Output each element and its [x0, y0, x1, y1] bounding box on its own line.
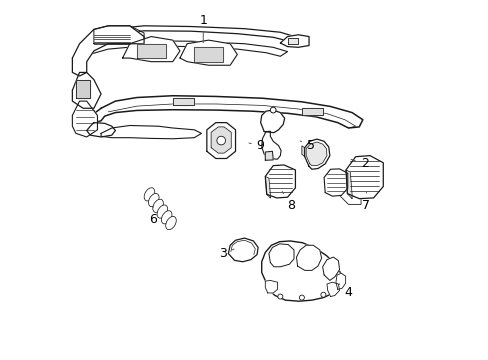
- Circle shape: [299, 295, 304, 300]
- Polygon shape: [206, 123, 235, 158]
- Polygon shape: [304, 139, 329, 169]
- Text: 5: 5: [300, 139, 314, 152]
- Polygon shape: [346, 156, 383, 199]
- Ellipse shape: [165, 216, 176, 230]
- Text: 8: 8: [282, 192, 295, 212]
- Polygon shape: [142, 188, 174, 229]
- Polygon shape: [261, 131, 281, 159]
- Polygon shape: [301, 108, 323, 116]
- Circle shape: [270, 107, 276, 113]
- Polygon shape: [265, 280, 277, 293]
- Polygon shape: [72, 72, 101, 108]
- Polygon shape: [301, 146, 304, 157]
- Circle shape: [277, 294, 282, 299]
- Polygon shape: [72, 26, 144, 76]
- Polygon shape: [180, 40, 237, 65]
- Polygon shape: [265, 151, 273, 160]
- Polygon shape: [280, 35, 308, 47]
- Polygon shape: [326, 282, 339, 297]
- Text: 3: 3: [219, 247, 234, 260]
- Polygon shape: [101, 126, 201, 139]
- Polygon shape: [335, 273, 345, 289]
- Polygon shape: [228, 238, 258, 262]
- Polygon shape: [86, 123, 115, 137]
- Text: 6: 6: [149, 206, 157, 226]
- Polygon shape: [261, 241, 341, 301]
- Circle shape: [217, 136, 225, 145]
- Ellipse shape: [148, 193, 159, 207]
- Circle shape: [320, 292, 325, 297]
- Polygon shape: [346, 170, 351, 199]
- Polygon shape: [211, 127, 231, 153]
- Polygon shape: [260, 110, 284, 133]
- Polygon shape: [265, 176, 270, 198]
- Polygon shape: [265, 165, 295, 198]
- Ellipse shape: [161, 211, 172, 224]
- Polygon shape: [296, 245, 321, 270]
- Polygon shape: [172, 98, 194, 105]
- Polygon shape: [287, 39, 298, 44]
- Polygon shape: [268, 244, 293, 267]
- Polygon shape: [137, 44, 165, 58]
- Text: 4: 4: [339, 284, 352, 300]
- Polygon shape: [122, 37, 180, 62]
- Polygon shape: [72, 101, 97, 137]
- Polygon shape: [324, 169, 347, 196]
- Text: 9: 9: [248, 139, 264, 152]
- Ellipse shape: [152, 199, 163, 212]
- Text: 7: 7: [362, 192, 370, 212]
- Text: 1: 1: [199, 14, 207, 43]
- Polygon shape: [90, 96, 362, 128]
- Polygon shape: [94, 26, 144, 44]
- Polygon shape: [76, 80, 90, 98]
- Polygon shape: [194, 47, 223, 62]
- Polygon shape: [305, 142, 326, 166]
- Polygon shape: [86, 41, 287, 56]
- Polygon shape: [86, 26, 294, 43]
- Ellipse shape: [144, 188, 154, 201]
- Text: 2: 2: [350, 157, 368, 170]
- Polygon shape: [322, 257, 339, 280]
- Ellipse shape: [157, 205, 167, 218]
